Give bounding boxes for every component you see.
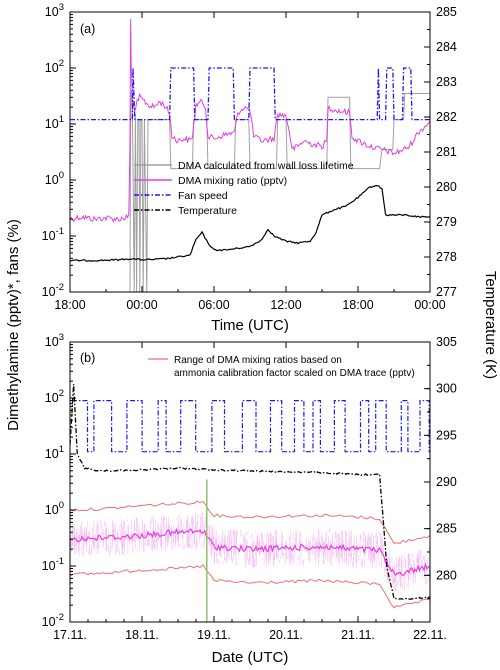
y-left-tick-label: 100 (45, 500, 64, 517)
y-left-tick-label: 10-1 (42, 226, 64, 243)
x-tick-label: 21.11. (341, 628, 375, 642)
panel-a-legend: DMA calculated from wall loss lifetime DM… (134, 160, 354, 217)
x-tick-label: 00:00 (126, 298, 157, 312)
y-left-tick-label: 10-1 (42, 556, 64, 573)
y-right-tick-label: 279 (436, 215, 457, 229)
y-right-tick-label: 285 (436, 522, 457, 536)
y-left-tick-exponent: 0 (59, 500, 64, 511)
x-tick-label: 18.11. (125, 628, 159, 642)
y-left-tick-exponent: -2 (56, 612, 64, 623)
y-right-tick-label: 285 (436, 5, 457, 19)
y-left-tick-exponent: -1 (56, 226, 64, 237)
y-left-tick-exponent: 0 (59, 170, 64, 181)
y-right-tick-label: 278 (436, 250, 457, 264)
y-right-tick-label: 284 (436, 40, 457, 54)
y-right-tick-label: 290 (436, 475, 457, 489)
x-tick-label: 19.11. (197, 628, 231, 642)
panel-a-label: (a) (80, 22, 95, 36)
y-right-tick-label: 280 (436, 568, 457, 582)
y-left-tick-label: 103 (45, 332, 64, 349)
x-tick-label: 17.11. (53, 628, 87, 642)
plot-area (70, 19, 430, 292)
series-line-dma-mixing-ratio (70, 527, 430, 577)
y-right-tick-label: 280 (436, 180, 457, 194)
range-band-upper (70, 500, 430, 544)
y-left-label: Dimethylamine (pptv)*, fans (%) (5, 219, 22, 431)
y-left-tick-label: 102 (45, 388, 64, 405)
panel-a: (a) 10-210-11001011021032772782792802812… (42, 2, 457, 334)
series-line-dma-mixing-ratio-pptv (70, 19, 430, 223)
x-tick-label: 18:00 (54, 298, 85, 312)
y-right-tick-label: 277 (436, 285, 457, 299)
y-left-tick-exponent: 2 (59, 388, 64, 399)
panel-b-series (70, 383, 430, 622)
x-tick-label: 18:00 (342, 298, 373, 312)
y-left-tick-exponent: 1 (59, 444, 64, 455)
panel-b: (b) 10-210-11001011021032802852902953003… (42, 332, 457, 666)
y-right-tick-label: 282 (436, 110, 457, 124)
y-right-tick-label: 295 (436, 428, 457, 442)
y-right-label: Temperature (K) (482, 271, 499, 379)
y-left-tick-exponent: 1 (59, 114, 64, 125)
y-left-tick-label: 103 (45, 2, 64, 19)
y-left-tick-exponent: -2 (56, 282, 64, 293)
y-right-tick-label: 281 (436, 145, 457, 159)
legend-label: ammonia calibration factor scaled on DMA… (174, 368, 415, 379)
panel-a-ticks: 10-210-110010110210327727827928028128228… (42, 2, 457, 312)
y-right-tick-label: 300 (436, 382, 457, 396)
series-line-dma-calculated-from-wall-loss-lifetime (129, 90, 430, 292)
panel-a-xlabel: Time (UTC) (211, 317, 289, 334)
legend-label: Fan speed (178, 190, 228, 202)
series-line-fan-speed (72, 400, 430, 453)
y-right-tick-label: 283 (436, 75, 457, 89)
y-right-tick-label: 305 (436, 335, 457, 349)
legend-label: DMA mixing ratio (pptv) (178, 175, 287, 187)
y-left-tick-exponent: 2 (59, 58, 64, 69)
panel-b-ticks: 10-210-110010110210328028529029530030517… (42, 332, 457, 642)
panel-a-series (70, 19, 430, 292)
series-line-temperature (70, 184, 430, 262)
y-left-tick-label: 10-2 (42, 282, 64, 299)
plot-area (70, 383, 430, 622)
range-band-lower (70, 564, 430, 609)
y-left-tick-label: 100 (45, 170, 64, 187)
x-tick-label: 12:00 (270, 298, 301, 312)
y-left-tick-exponent: 3 (59, 2, 64, 13)
y-left-tick-exponent: -1 (56, 556, 64, 567)
legend-label: Temperature (178, 205, 237, 217)
x-tick-label: 22.11. (413, 628, 447, 642)
panel-b-legend: Range of DMA mixing ratios based on ammon… (148, 355, 415, 379)
y-left-tick-label: 102 (45, 58, 64, 75)
panel-b-label: (b) (80, 351, 95, 365)
legend-label: Range of DMA mixing ratios based on (174, 355, 342, 366)
y-left-tick-label: 101 (45, 444, 64, 461)
panel-b-frame (69, 341, 431, 623)
legend-label: DMA calculated from wall loss lifetime (178, 160, 354, 172)
panel-b-xlabel: Date (UTC) (212, 649, 289, 666)
series-line-temperature (70, 383, 430, 601)
y-left-tick-exponent: 3 (59, 332, 64, 343)
x-tick-label: 06:00 (198, 298, 229, 312)
y-left-tick-label: 101 (45, 114, 64, 131)
x-tick-label: 20.11. (269, 628, 303, 642)
x-tick-label: 00:00 (414, 298, 445, 312)
y-left-tick-label: 10-2 (42, 612, 64, 629)
